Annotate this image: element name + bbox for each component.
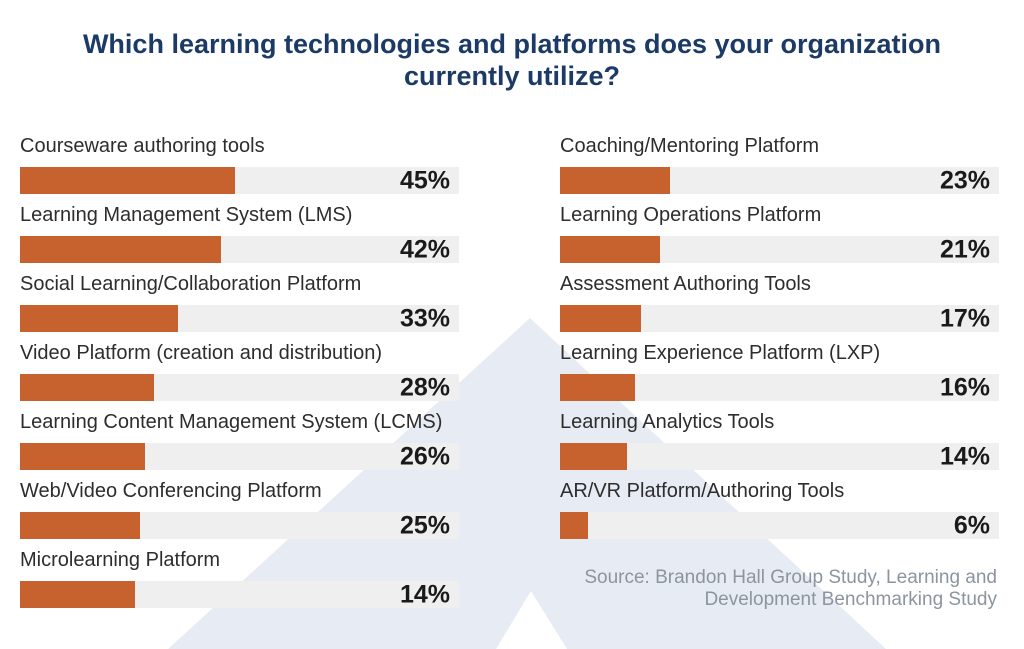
bar-fill — [560, 167, 671, 194]
chart-title: Which learning technologies and platform… — [0, 28, 1024, 92]
bar-track: 17% — [560, 305, 999, 332]
bar-row: Microlearning Platform 14% — [20, 547, 459, 608]
bar-track: 6% — [560, 512, 999, 539]
bar-row: Learning Content Management System (LCMS… — [20, 409, 459, 470]
bar-label: Learning Analytics Tools — [560, 411, 775, 433]
bar-label: Learning Management System (LMS) — [20, 204, 353, 226]
bar-track: 33% — [20, 305, 459, 332]
bar-row: AR/VR Platform/Authoring Tools 6% — [560, 478, 999, 539]
bar-value: 45% — [399, 166, 450, 194]
bar-label: Courseware authoring tools — [20, 135, 265, 157]
bar-track: 45% — [20, 167, 459, 194]
bar-row: Coaching/Mentoring Platform 23% — [560, 133, 999, 194]
bar-row: Assessment Authoring Tools 17% — [560, 271, 999, 332]
bar-fill — [560, 236, 661, 263]
bar-value: 6% — [953, 511, 990, 539]
bar-value: 14% — [939, 442, 990, 470]
bar-value: 21% — [939, 235, 990, 263]
watermark-arrow-icon — [168, 318, 886, 649]
bar-column-right: Coaching/Mentoring Platform 23% Learning O… — [560, 133, 999, 547]
bar-row: Learning Analytics Tools 14% — [560, 409, 999, 470]
bar-track: 28% — [20, 374, 459, 401]
bar-fill — [20, 167, 236, 194]
bar-row: Learning Management System (LMS) 42% — [20, 202, 459, 263]
bar-value: 42% — [399, 235, 450, 263]
bar-track: 25% — [20, 512, 459, 539]
bar-label: Assessment Authoring Tools — [560, 273, 811, 295]
bar-value: 25% — [399, 511, 450, 539]
bar-fill — [560, 512, 589, 539]
bar-track: 23% — [560, 167, 999, 194]
chart-title-line2: currently utilize? — [403, 61, 621, 91]
bar-value: 16% — [939, 373, 990, 401]
bar-label: Learning Operations Platform — [560, 204, 822, 226]
bar-row: Web/Video Conferencing Platform 25% — [20, 478, 459, 539]
bar-value: 33% — [399, 304, 450, 332]
bar-fill — [560, 443, 628, 470]
bar-row: Learning Operations Platform 21% — [560, 202, 999, 263]
bar-fill — [20, 305, 179, 332]
bar-track: 42% — [20, 236, 459, 263]
bar-fill — [560, 374, 636, 401]
bar-fill — [20, 581, 136, 608]
bar-label: Social Learning/Collaboration Platform — [20, 273, 362, 295]
bar-label: Microlearning Platform — [20, 549, 221, 571]
source-note-line2: Development Benchmarking Study — [704, 589, 997, 610]
bar-label: Learning Experience Platform (LXP) — [560, 342, 881, 364]
bar-fill — [20, 512, 140, 539]
bar-value: 28% — [399, 373, 450, 401]
bar-label: Learning Content Management System (LCMS… — [20, 411, 443, 433]
bar-row: Courseware authoring tools 45% — [20, 133, 459, 194]
bar-label: Coaching/Mentoring Platform — [560, 135, 820, 157]
bar-value: 17% — [939, 304, 990, 332]
bar-track: 16% — [560, 374, 999, 401]
bar-row: Social Learning/Collaboration Platform 33… — [20, 271, 459, 332]
bar-fill — [20, 236, 222, 263]
bar-row: Learning Experience Platform (LXP) 16% — [560, 340, 999, 401]
source-note: Source: Brandon Hall Group Study, Learni… — [560, 567, 997, 611]
source-note-line1: Source: Brandon Hall Group Study, Learni… — [584, 567, 997, 588]
chart-title-line1: Which learning technologies and platform… — [82, 29, 942, 59]
bar-column-left: Courseware authoring tools 45% Learning Ma… — [20, 133, 459, 616]
bar-value: 26% — [399, 442, 450, 470]
bar-label: Video Platform (creation and distributio… — [20, 342, 383, 364]
bar-value: 14% — [399, 580, 450, 608]
bar-fill — [560, 305, 642, 332]
bar-label: Web/Video Conferencing Platform — [20, 480, 322, 502]
bar-track: 14% — [560, 443, 999, 470]
bar-label: AR/VR Platform/Authoring Tools — [560, 480, 845, 502]
bar-fill — [20, 443, 146, 470]
bar-fill — [20, 374, 154, 401]
bar-track: 21% — [560, 236, 999, 263]
bar-row: Video Platform (creation and distributio… — [20, 340, 459, 401]
bar-value: 23% — [939, 166, 990, 194]
bar-track: 14% — [20, 581, 459, 608]
bar-track: 26% — [20, 443, 459, 470]
